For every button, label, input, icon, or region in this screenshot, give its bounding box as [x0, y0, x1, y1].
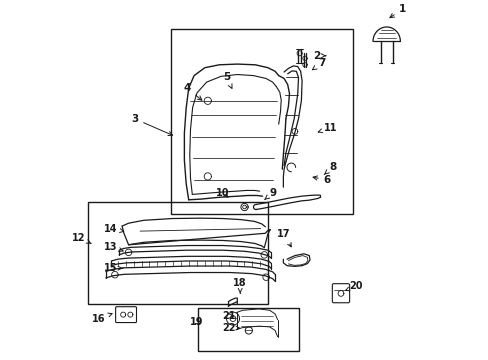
Text: 18: 18	[233, 278, 246, 293]
Text: 17: 17	[277, 229, 291, 247]
Text: 12: 12	[72, 233, 91, 243]
Text: 22: 22	[222, 323, 239, 333]
Bar	[197, 308, 298, 351]
Text: 14: 14	[103, 224, 123, 234]
Text: 7: 7	[312, 58, 325, 70]
Bar	[88, 202, 267, 304]
Text: 10: 10	[216, 188, 229, 198]
Text: 2: 2	[312, 51, 325, 61]
Text: 8: 8	[324, 162, 336, 175]
FancyBboxPatch shape	[332, 284, 349, 303]
Text: 3: 3	[131, 114, 172, 135]
Text: 15: 15	[103, 263, 122, 273]
Text: 4: 4	[183, 83, 202, 100]
FancyBboxPatch shape	[115, 307, 136, 323]
Text: 16: 16	[92, 313, 112, 324]
Text: 11: 11	[318, 123, 337, 133]
Text: 9: 9	[264, 188, 276, 199]
Text: 20: 20	[345, 281, 362, 291]
Text: 19: 19	[190, 317, 203, 327]
Text: 13: 13	[103, 242, 123, 252]
Bar	[170, 29, 352, 214]
Text: 1: 1	[389, 4, 406, 18]
Text: 5: 5	[223, 72, 231, 88]
Text: 6: 6	[312, 175, 330, 185]
Text: 21: 21	[222, 311, 236, 321]
